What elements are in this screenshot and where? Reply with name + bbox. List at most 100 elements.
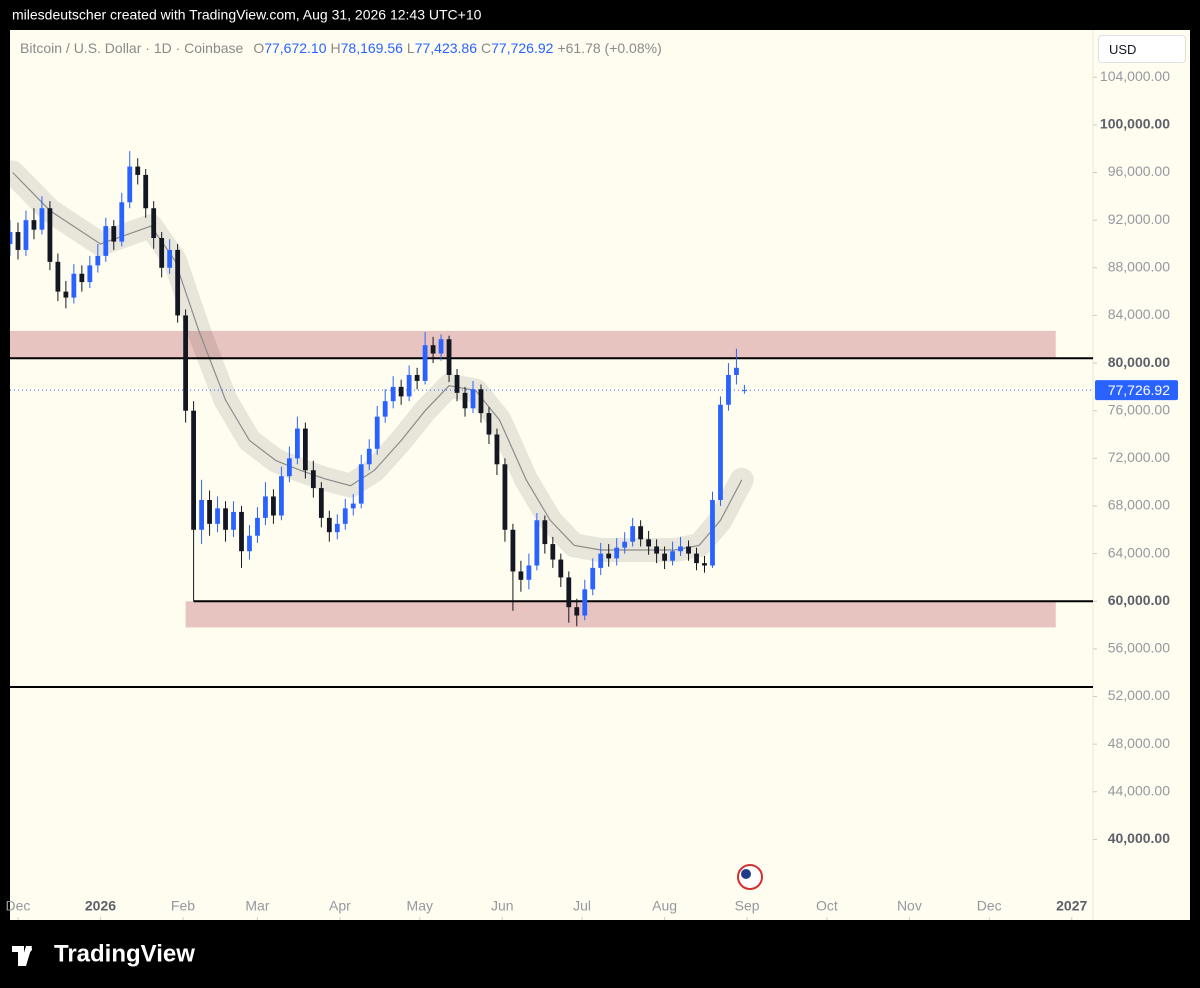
candle-body (510, 529, 516, 572)
candle-body (414, 374, 420, 381)
candle-body (486, 413, 492, 435)
candle-body (95, 255, 101, 266)
candle-body (502, 464, 508, 530)
x-tick-label: 2026 (85, 898, 116, 914)
candle-body (31, 220, 37, 230)
candle-body (111, 226, 117, 242)
candle-body (494, 434, 500, 465)
y-tick-label: 92,000.00 (1108, 211, 1170, 227)
candle-body (406, 374, 412, 397)
candle-body (710, 500, 715, 566)
candle-body (55, 261, 61, 292)
y-tick-label: 48,000.00 (1108, 735, 1170, 751)
candle-body (422, 345, 428, 381)
y-tick-label: 88,000.00 (1108, 258, 1170, 274)
candle-body (478, 389, 484, 414)
candle-body (279, 476, 284, 516)
candle-body (630, 526, 636, 542)
candle-body (382, 401, 388, 417)
ohlc-key: H (330, 40, 341, 56)
candle-body (326, 517, 332, 533)
y-tick-label: 76,000.00 (1108, 401, 1170, 417)
candle-body (63, 291, 69, 298)
candle-body (446, 339, 452, 375)
y-tick-label: 100,000.00 (1100, 116, 1170, 132)
candle-body (358, 464, 364, 504)
y-tick-label: 72,000.00 (1108, 449, 1170, 465)
candle-body (135, 166, 141, 175)
candle-body (215, 508, 220, 524)
candle-body (654, 546, 660, 554)
event-icon-inner (741, 869, 751, 879)
candle-body (438, 339, 444, 354)
candle-body (574, 607, 580, 616)
candle-body (302, 428, 308, 471)
change: +61.78 (+0.08%) (557, 40, 662, 56)
candle-body (103, 226, 109, 256)
candle-body (718, 404, 723, 501)
candle-body (678, 546, 683, 552)
ohlc-value: 78,169.56 (340, 40, 403, 56)
candle-body (566, 577, 572, 608)
ohlc-key: C (481, 40, 492, 56)
ohlc-value: 77,423.86 (414, 40, 478, 56)
candle-body (686, 546, 691, 554)
candle-body (398, 386, 404, 397)
candle-body (87, 265, 93, 283)
candle-body (702, 563, 707, 566)
y-tick-label: 80,000.00 (1108, 354, 1170, 370)
x-tick-label: Sep (735, 898, 760, 914)
candle-body (294, 428, 300, 459)
ohlc-value: 77,726.92 (491, 40, 554, 56)
attribution: milesdeutscher created with TradingView.… (12, 7, 482, 23)
candle-body (558, 559, 564, 578)
zone (185, 601, 1056, 628)
candle-body (310, 470, 316, 489)
x-tick-label: Dec (6, 898, 31, 914)
y-tick-label: 68,000.00 (1108, 497, 1170, 513)
plot-area (10, 151, 1093, 688)
candle-body (638, 526, 644, 540)
candle-body (10, 232, 13, 244)
ohlc-key: O (253, 40, 265, 56)
x-tick-label: Mar (245, 898, 269, 914)
y-tick-label: 52,000.00 (1108, 687, 1170, 703)
candle-body (694, 553, 699, 564)
currency-button[interactable]: USD (1098, 35, 1186, 63)
candle-body (199, 500, 204, 530)
y-tick-label: 56,000.00 (1108, 640, 1170, 656)
brand-name: TradingView (54, 940, 195, 967)
candle-body (526, 565, 532, 580)
x-tick-label: Feb (171, 898, 195, 914)
candle-body (606, 553, 612, 559)
candle-body (263, 496, 268, 518)
x-tick-label: Nov (897, 898, 922, 914)
candle-body (151, 208, 157, 239)
candle-body (742, 390, 747, 392)
candle-body (670, 551, 675, 561)
ohlc-value: 77,672.10 (264, 40, 327, 56)
candle-body (350, 503, 356, 509)
candle-body (542, 520, 548, 545)
last-price-label: 77,726.92 (1108, 382, 1170, 398)
ohlc-key: L (406, 40, 415, 56)
brand-logo (12, 946, 32, 966)
candle-body (726, 374, 731, 405)
candle-body (191, 410, 196, 530)
y-tick-label: 96,000.00 (1108, 163, 1170, 179)
candle-body (167, 249, 173, 268)
candle-body (430, 345, 436, 354)
candle-body (598, 553, 604, 568)
candle-body (207, 500, 212, 524)
x-tick-label: 2027 (1056, 898, 1087, 914)
x-tick-label: May (407, 898, 433, 914)
event-icon (737, 864, 763, 890)
symbol-legend: Bitcoin / U.S. Dollar · 1D · Coinbase O77… (20, 40, 662, 56)
candle-body (183, 315, 189, 411)
candle-body (454, 374, 460, 393)
candle-body (223, 508, 228, 530)
candle-body (23, 220, 29, 250)
logo-dot (26, 946, 32, 952)
x-tick-label: Jul (573, 898, 591, 914)
